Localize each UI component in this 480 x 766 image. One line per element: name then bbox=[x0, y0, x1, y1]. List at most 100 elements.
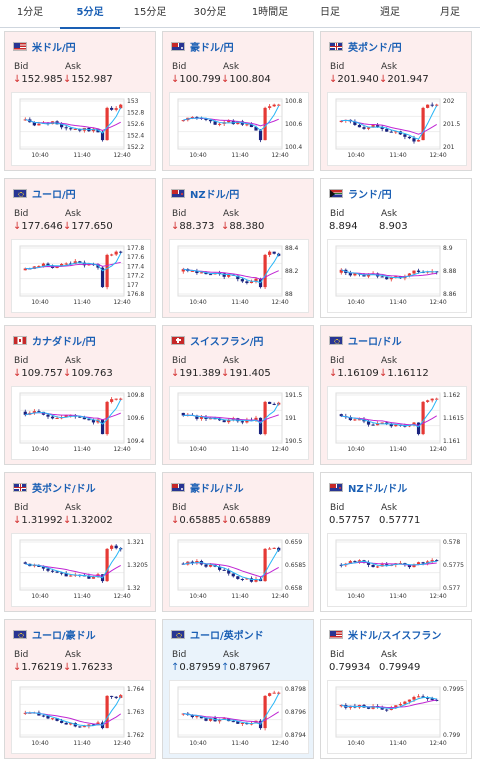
bid-price: ↓177.646 bbox=[13, 221, 63, 232]
tab-7[interactable]: 月足 bbox=[440, 7, 460, 18]
pair-title[interactable]: NZドル/円 bbox=[171, 186, 240, 201]
pair-title[interactable]: ユーロ/豪ドル bbox=[13, 627, 96, 642]
pair-title[interactable]: ユーロ/円 bbox=[13, 186, 76, 201]
bid-label: Bid bbox=[330, 209, 345, 219]
y-tick-label: 88.2 bbox=[285, 268, 299, 275]
change-arrow-icon: ↓ bbox=[379, 368, 388, 379]
price-chart[interactable]: 191.5 191 190.5 10:40 11:40 12:40 bbox=[169, 386, 309, 460]
pair-title[interactable]: 米ドル/スイスフラン bbox=[329, 627, 442, 642]
pair-name[interactable]: NZドル/ドル bbox=[348, 483, 408, 495]
price-value: 201.940 bbox=[337, 74, 379, 85]
pair-title[interactable]: カナダドル/円 bbox=[13, 333, 96, 348]
price-chart[interactable]: 0.659 0.6585 0.658 10:40 11:40 12:40 bbox=[169, 533, 309, 607]
pair-card[interactable]: 米ドル/スイスフラン Bid Ask 0.79934 0.79949 0.7995 0.79… bbox=[320, 619, 472, 759]
pair-card[interactable]: 米ドル/円 Bid Ask ↓152.985 ↓152.987 153 152.8 152.6… bbox=[4, 31, 156, 171]
x-tick-label: 11:40 bbox=[389, 446, 406, 453]
pair-card[interactable]: NZドル/ドル Bid Ask 0.57757 0.57771 0.578 0.5775 0.… bbox=[320, 472, 472, 612]
price-chart[interactable]: 202 201.5 201 10:40 11:40 12:40 bbox=[327, 92, 467, 166]
tab-6[interactable]: 週足 bbox=[380, 7, 400, 18]
pair-name[interactable]: 豪ドル/ドル bbox=[190, 483, 244, 495]
tab-4[interactable]: 1時間足 bbox=[251, 7, 289, 18]
pair-name[interactable]: ユーロ/英ポンド bbox=[190, 630, 264, 642]
pair-name[interactable]: スイスフラン/円 bbox=[190, 336, 264, 348]
x-tick-label: 10:40 bbox=[189, 593, 206, 600]
pair-name[interactable]: カナダドル/円 bbox=[32, 336, 96, 348]
plot-frame bbox=[177, 392, 283, 444]
price-value: 88.373 bbox=[179, 221, 215, 232]
price-chart[interactable]: 88.4 88.2 88 10:40 11:40 12:40 bbox=[169, 239, 309, 313]
pair-title[interactable]: 英ポンド/ドル bbox=[13, 480, 96, 495]
pair-title[interactable]: 豪ドル/ドル bbox=[171, 480, 244, 495]
candle-body bbox=[412, 138, 416, 142]
pair-card[interactable]: 英ポンド/円 Bid Ask ↓201.940 ↓201.947 202 201.5 201 1… bbox=[320, 31, 472, 171]
bid-label: Bid bbox=[172, 62, 187, 72]
x-tick-label: 12:40 bbox=[429, 152, 446, 159]
pair-title[interactable]: スイスフラン/円 bbox=[171, 333, 264, 348]
pair-name[interactable]: ユーロ/ドル bbox=[348, 336, 402, 348]
pair-title[interactable]: NZドル/ドル bbox=[329, 480, 408, 495]
pair-card[interactable]: スイスフラン/円 Bid Ask ↓191.389 ↓191.405 191.5 191 19… bbox=[162, 325, 314, 465]
candle-body bbox=[263, 695, 267, 729]
ask-label: Ask bbox=[223, 209, 240, 219]
pair-name[interactable]: 米ドル/スイスフラン bbox=[348, 630, 442, 642]
pair-card[interactable]: ユーロ/ドル Bid Ask ↓1.16109 ↓1.16112 1.162 1.1615 1… bbox=[320, 325, 472, 465]
candle-body bbox=[82, 417, 86, 420]
pair-card[interactable]: ユーロ/円 Bid Ask ↓177.646 ↓177.650 177.8 177.6 177… bbox=[4, 178, 156, 318]
candle-body bbox=[190, 561, 194, 564]
price-chart[interactable]: 177.8 177.6 177.4 177.2 177 176.8 10:40 11:40 12… bbox=[11, 239, 151, 313]
price-value: 1.31992 bbox=[21, 515, 63, 526]
price-chart[interactable]: 100.8 100.6 100.4 10:40 11:40 12:40 bbox=[169, 92, 309, 166]
pair-title[interactable]: 米ドル/円 bbox=[13, 39, 76, 54]
tab-1[interactable]: 5分足 bbox=[60, 0, 120, 29]
tab-3[interactable]: 30分足 bbox=[193, 7, 227, 18]
x-tick-label: 12:40 bbox=[113, 152, 130, 159]
pair-card[interactable]: ユーロ/英ポンド Bid Ask ↑0.87959 ↑0.87967 0.8798 0.87… bbox=[162, 619, 314, 759]
x-tick-label: 12:40 bbox=[429, 740, 446, 747]
pair-card[interactable]: NZドル/円 Bid Ask ↓88.373 ↓88.380 88.4 88.2 88 10:4… bbox=[162, 178, 314, 318]
price-chart[interactable]: 1.764 1.763 1.762 10:40 11:40 12:40 bbox=[11, 680, 151, 754]
pair-card[interactable]: 豪ドル/ドル Bid Ask ↓0.65885 ↓0.65889 0.659 0.6585 0… bbox=[162, 472, 314, 612]
pair-card[interactable]: 英ポンド/ドル Bid Ask ↓1.31992 ↓1.32002 1.321 1.3205… bbox=[4, 472, 156, 612]
price-chart[interactable]: 153 152.8 152.6 152.4 152.2 10:40 11:40 12:40 bbox=[11, 92, 151, 166]
price-chart[interactable]: 0.7995 0.799 10:40 11:40 12:40 bbox=[327, 680, 467, 754]
pair-card[interactable]: 豪ドル/円 Bid Ask ↓100.799 ↓100.804 100.8 100.6 100… bbox=[162, 31, 314, 171]
pair-title[interactable]: ユーロ/英ポンド bbox=[171, 627, 264, 642]
pair-title[interactable]: ランド/円 bbox=[329, 186, 392, 201]
pair-name[interactable]: NZドル/円 bbox=[190, 189, 240, 201]
change-arrow-icon: ↓ bbox=[221, 368, 230, 379]
x-tick-label: 12:40 bbox=[429, 446, 446, 453]
candle-body bbox=[190, 116, 194, 118]
tab-5[interactable]: 日足 bbox=[320, 7, 340, 18]
candle-body bbox=[348, 273, 352, 276]
pair-card[interactable]: カナダドル/円 Bid Ask ↓109.757 ↓109.763 109.8 109.6 1… bbox=[4, 325, 156, 465]
pair-title[interactable]: 豪ドル/円 bbox=[171, 39, 234, 54]
pair-card[interactable]: ランド/円 Bid Ask 8.894 8.903 8.9 8.88 8.86 10:40 11:… bbox=[320, 178, 472, 318]
y-tick-label: 100.6 bbox=[285, 121, 302, 128]
pair-name[interactable]: 豪ドル/円 bbox=[190, 42, 234, 54]
x-tick-label: 10:40 bbox=[31, 446, 48, 453]
tab-2[interactable]: 15分足 bbox=[133, 7, 167, 18]
pair-name[interactable]: 米ドル/円 bbox=[32, 42, 76, 54]
y-tick-label: 1.763 bbox=[127, 709, 144, 716]
candle-body bbox=[240, 279, 244, 282]
price-chart[interactable]: 109.8 109.6 109.4 10:40 11:40 12:40 bbox=[11, 386, 151, 460]
change-arrow-icon: ↓ bbox=[63, 662, 72, 673]
pair-name[interactable]: 英ポンド/円 bbox=[348, 42, 402, 54]
pair-name[interactable]: ランド/円 bbox=[348, 189, 392, 201]
pair-title[interactable]: 英ポンド/円 bbox=[329, 39, 402, 54]
price-chart[interactable]: 8.9 8.88 8.86 10:40 11:40 12:40 bbox=[327, 239, 467, 313]
candle-body bbox=[46, 568, 50, 571]
price-chart[interactable]: 0.578 0.5775 0.577 10:40 11:40 12:40 bbox=[327, 533, 467, 607]
us-flag-icon bbox=[329, 629, 343, 639]
price-value: 1.76233 bbox=[71, 662, 113, 673]
price-chart[interactable]: 1.162 1.1615 1.161 10:40 11:40 12:40 bbox=[327, 386, 467, 460]
pair-card[interactable]: ユーロ/豪ドル Bid Ask ↓1.76219 ↓1.76233 1.764 1.763 1… bbox=[4, 619, 156, 759]
price-chart[interactable]: 1.321 1.3205 1.32 10:40 11:40 12:40 bbox=[11, 533, 151, 607]
pair-name[interactable]: ユーロ/豪ドル bbox=[32, 630, 96, 642]
ask-price: ↓201.947 bbox=[379, 74, 429, 85]
tab-0[interactable]: 1分足 bbox=[16, 7, 44, 18]
price-chart[interactable]: 0.8798 0.8796 0.8794 10:40 11:40 12:40 bbox=[169, 680, 309, 754]
pair-title[interactable]: ユーロ/ドル bbox=[329, 333, 402, 348]
pair-name[interactable]: 英ポンド/ドル bbox=[32, 483, 96, 495]
pair-name[interactable]: ユーロ/円 bbox=[32, 189, 76, 201]
